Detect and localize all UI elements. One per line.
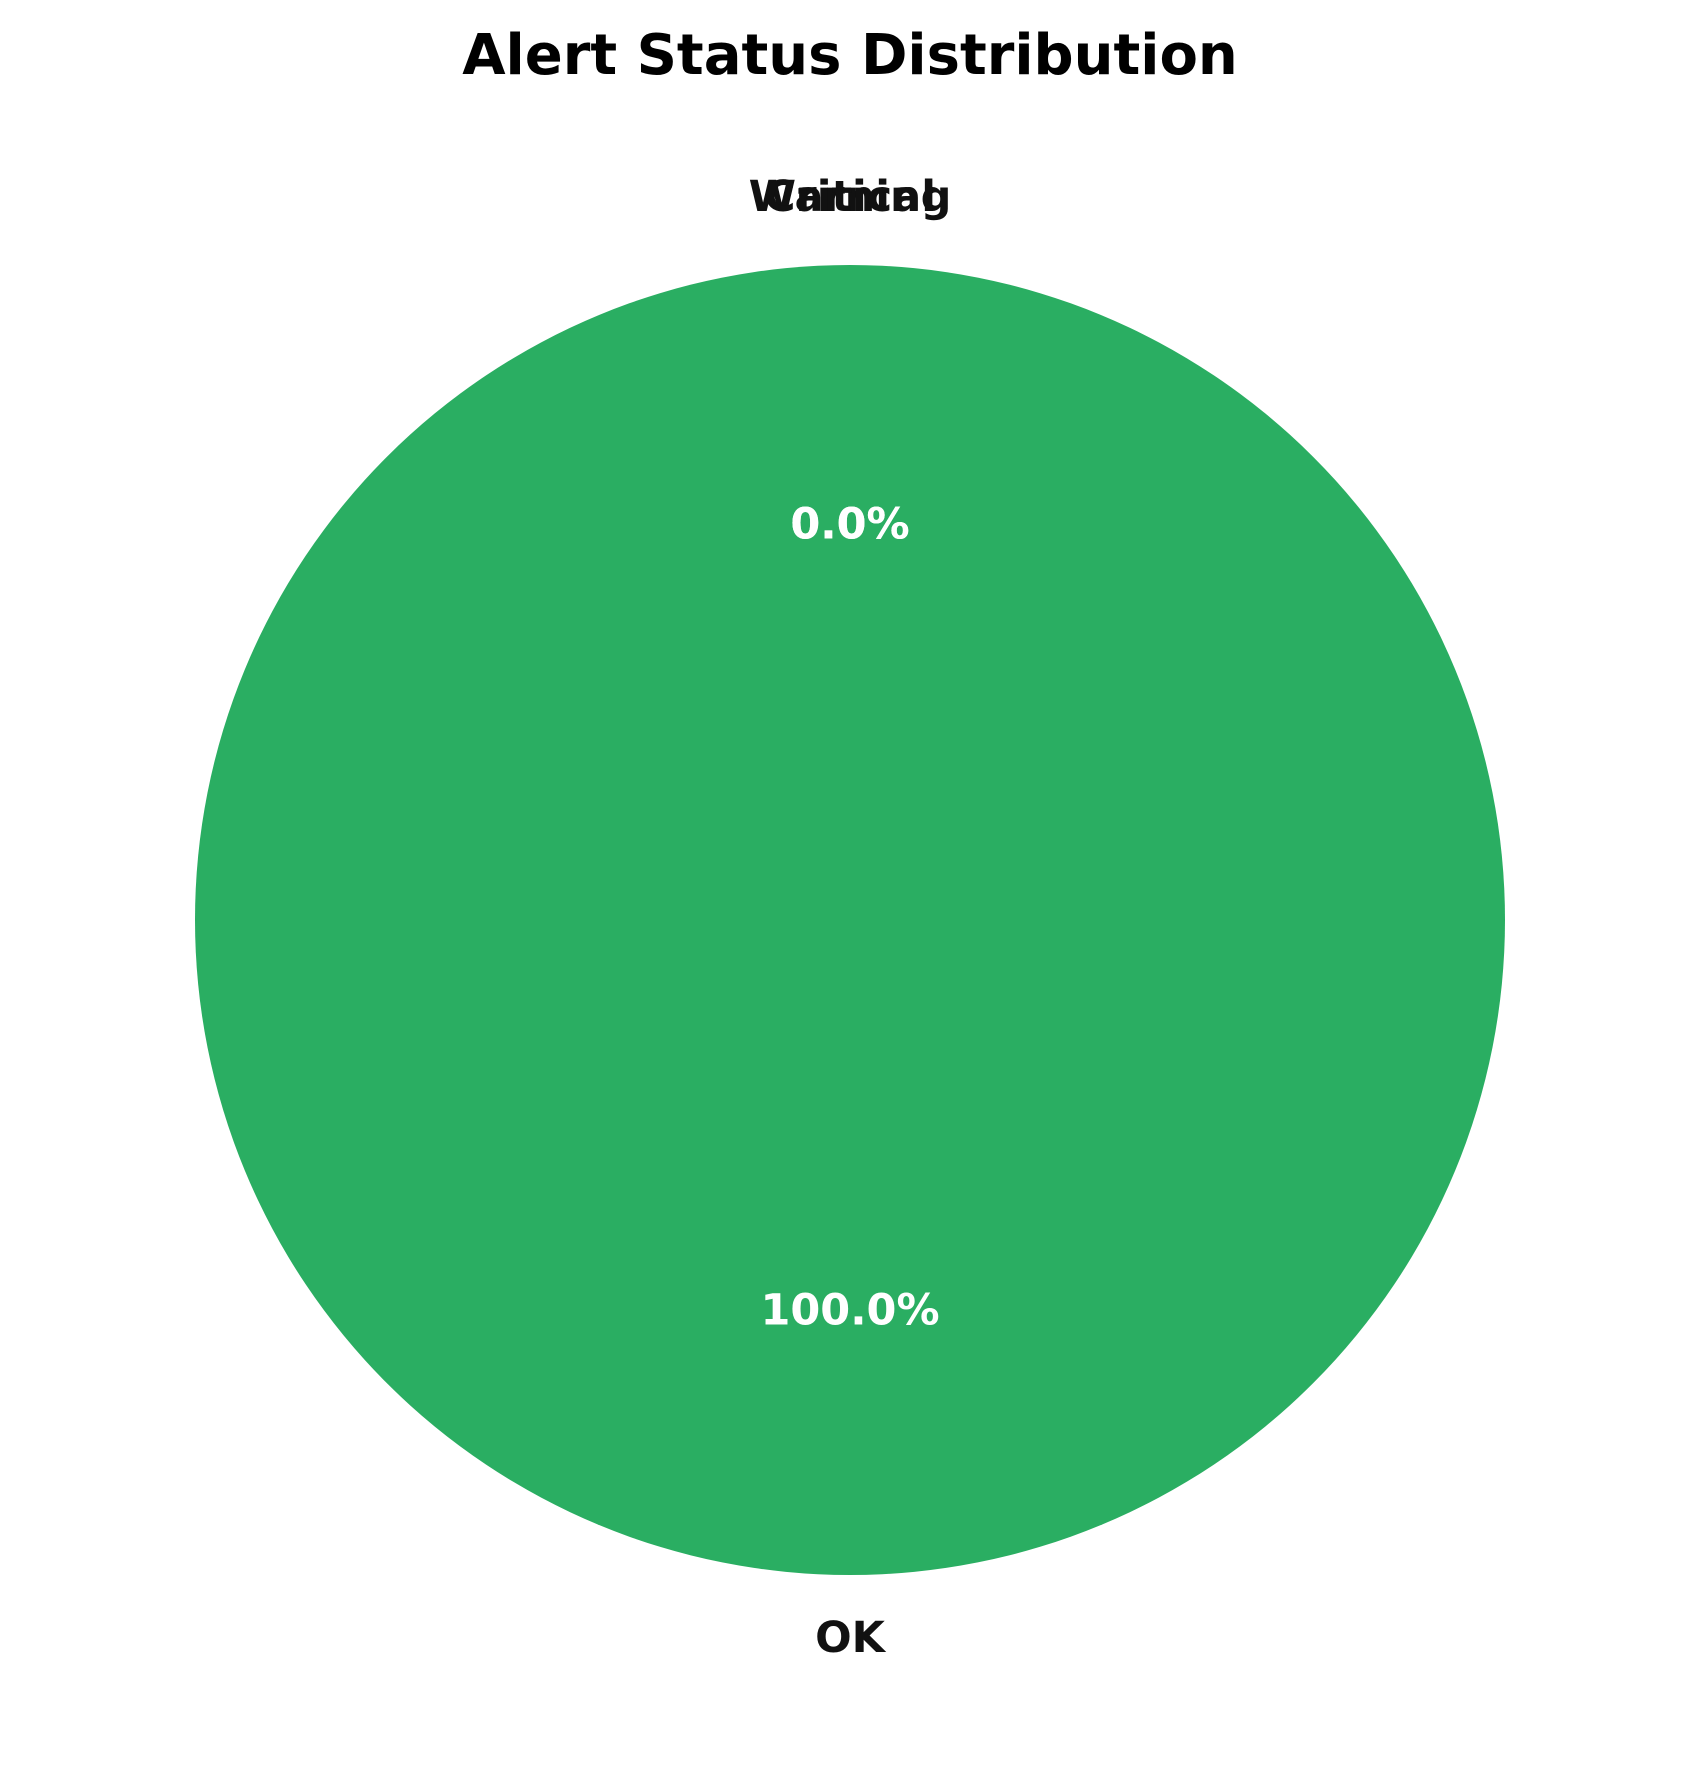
pie-slices (195, 265, 1505, 1575)
slice-percent-critical: 0.0% (790, 500, 909, 550)
slice-label-ok: OK (815, 1613, 887, 1663)
chart-title: Alert Status Distribution (462, 23, 1238, 88)
slice-label-warning: Warning (749, 172, 952, 222)
slice-ok (195, 265, 1505, 1575)
slice-percent-ok: 100.0% (760, 1286, 939, 1336)
slice-percent-warning: 0.0% (790, 500, 909, 550)
slice-label-critical: Critical (764, 172, 936, 222)
